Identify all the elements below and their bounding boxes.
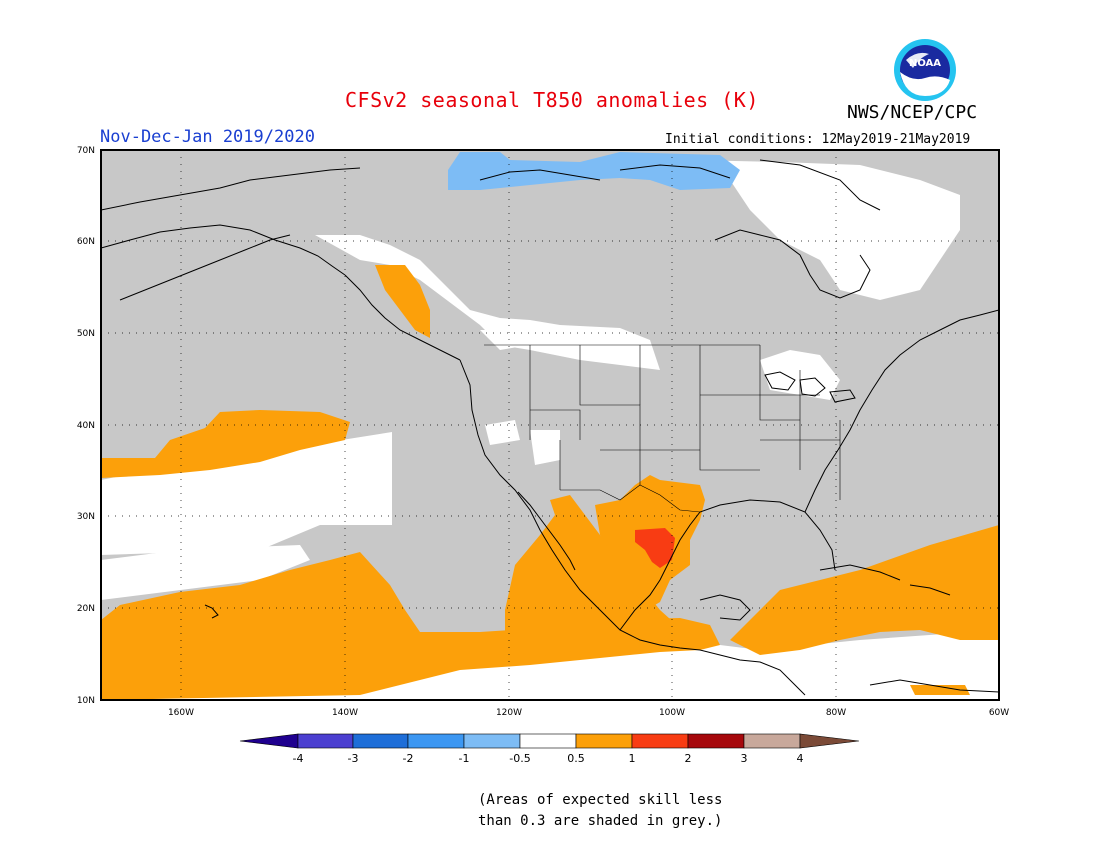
legend-swatch xyxy=(463,733,521,749)
legend-swatch xyxy=(297,733,354,749)
legend-swatch xyxy=(799,733,860,749)
map-title: CFSv2 seasonal T850 anomalies (K) xyxy=(345,88,759,112)
lon-labels: 160W 140W 120W 100W 80W 60W xyxy=(168,708,1009,718)
forecast-period: Nov-Dec-Jan 2019/2020 xyxy=(100,127,315,147)
legend-swatch xyxy=(519,733,577,749)
lat-label: 30N xyxy=(77,512,95,522)
legend-swatch xyxy=(352,733,409,749)
legend-boxes xyxy=(239,733,860,749)
cool-anomaly-area xyxy=(448,152,740,190)
legend-tick: 0.5 xyxy=(567,752,585,765)
lat-label: 10N xyxy=(77,696,95,706)
legend-ticks: -4 -3 -2 -1 -0.5 0.5 1 2 3 4 xyxy=(293,752,804,765)
lat-labels: 70N 60N 50N 40N 30N 20N 10N xyxy=(77,146,95,706)
legend-tick: -0.5 xyxy=(509,752,530,765)
lon-label: 120W xyxy=(496,708,522,718)
logo-text: NOAA xyxy=(909,58,941,69)
legend-tick: -1 xyxy=(459,752,470,765)
lat-label: 40N xyxy=(77,421,95,431)
legend-swatch xyxy=(407,733,465,749)
lat-label: 20N xyxy=(77,604,95,614)
legend-tick: -4 xyxy=(293,752,304,765)
lon-label: 140W xyxy=(332,708,358,718)
map: 70N 60N 50N 40N 30N 20N 10N 160W 140W 12… xyxy=(77,146,1009,718)
lat-label: 60N xyxy=(77,237,95,247)
warm-anomaly-areas xyxy=(101,265,999,700)
legend-swatch xyxy=(743,733,801,749)
lon-label: 80W xyxy=(826,708,846,718)
legend-swatch xyxy=(631,733,689,749)
strong-warm-anomaly-area xyxy=(635,528,675,568)
legend-swatch xyxy=(687,733,745,749)
lat-label: 50N xyxy=(77,329,95,339)
agency-label: NWS/NCEP/CPC xyxy=(847,102,978,123)
lon-label: 160W xyxy=(168,708,194,718)
state-borders xyxy=(484,344,841,513)
skill-note-line: than 0.3 are shaded in grey.) xyxy=(478,813,723,829)
graticule xyxy=(101,150,999,700)
legend-tick: -3 xyxy=(348,752,359,765)
lon-label: 60W xyxy=(989,708,1009,718)
skill-note: (Areas of expected skill less than 0.3 a… xyxy=(478,790,722,832)
map-frame xyxy=(100,149,1000,701)
legend-tick: 1 xyxy=(629,752,636,765)
initial-conditions: Initial conditions: 12May2019-21May2019 xyxy=(665,132,971,147)
lat-label: 70N xyxy=(77,146,95,156)
color-legend: -4 -3 -2 -1 -0.5 0.5 1 2 3 4 xyxy=(239,733,860,765)
coastlines xyxy=(101,159,999,696)
legend-tick: 3 xyxy=(741,752,748,765)
noaa-logo: NOAA xyxy=(894,39,956,101)
lon-label: 100W xyxy=(659,708,685,718)
skill-note-line: (Areas of expected skill less xyxy=(478,792,723,808)
legend-swatch xyxy=(239,733,299,749)
legend-swatch xyxy=(575,733,633,749)
legend-tick: -2 xyxy=(403,752,414,765)
legend-tick: 4 xyxy=(797,752,804,765)
legend-tick: 2 xyxy=(685,752,692,765)
